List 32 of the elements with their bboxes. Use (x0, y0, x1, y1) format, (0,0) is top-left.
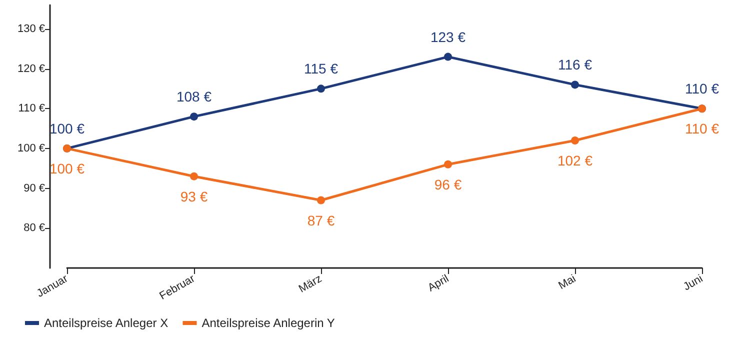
data-label: 110 € (685, 80, 720, 97)
point (444, 160, 452, 168)
data-label: 110 € (685, 120, 720, 137)
y-tick-label: 80 € (24, 222, 45, 234)
point (190, 172, 198, 180)
point (571, 80, 579, 89)
data-label: 96 € (434, 176, 462, 192)
x-tick-label: April (426, 272, 451, 294)
legend-label: Anteilspreise Anlegerin Y (202, 316, 335, 330)
point (317, 196, 325, 204)
point (444, 52, 452, 61)
data-label: 93 € (180, 188, 208, 204)
point (190, 112, 198, 121)
data-label: 115 € (304, 60, 338, 77)
data-label: 123 € (430, 28, 466, 45)
y-tick-label: 90 € (24, 182, 45, 194)
y-tick-label: 100 € (17, 142, 45, 154)
y-tick-label: 110 € (18, 102, 45, 115)
data-label: 108 € (176, 88, 212, 105)
point (317, 84, 325, 93)
data-label: 100 € (49, 160, 85, 176)
data-label: 102 € (557, 152, 593, 168)
data-label: 87 € (307, 212, 335, 228)
x-tick-label: Mai (556, 272, 578, 292)
y-tick-label: 130 € (17, 22, 45, 35)
legend-label: Anteilspreise Anleger X (44, 316, 168, 330)
data-label: 100 € (49, 120, 85, 136)
point (571, 136, 579, 144)
data-label: 116 € (558, 56, 592, 73)
y-tick-label: 120 € (17, 62, 45, 75)
x-tick-label: Juni (682, 272, 705, 294)
x-tick-label: März (296, 272, 324, 296)
